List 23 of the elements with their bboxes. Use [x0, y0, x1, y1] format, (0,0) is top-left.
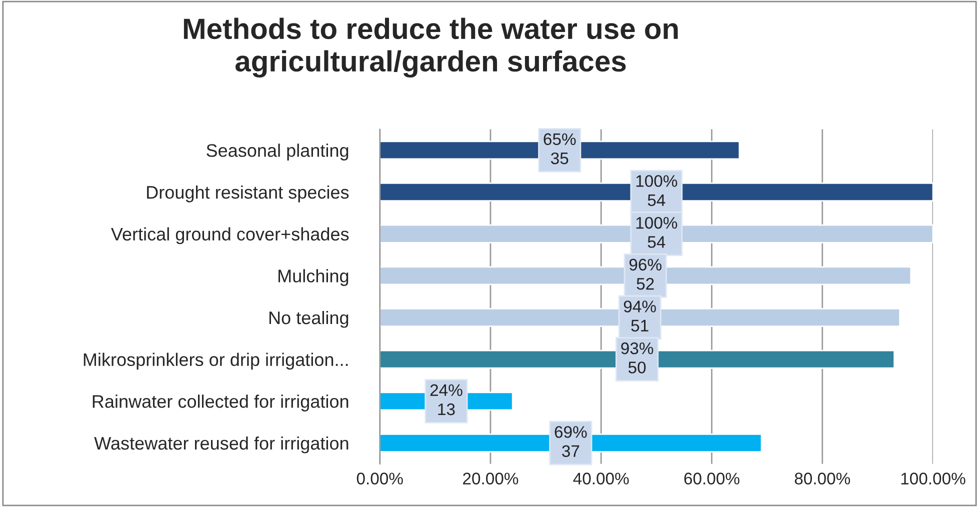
data-label: 69% 37 [554, 426, 587, 458]
y-tick-label: Rainwater collected for irrigation [92, 394, 348, 412]
data-label: 94% 51 [624, 300, 656, 332]
x-tick-label: 40.00% [573, 472, 629, 484]
x-tick-label: 60.00% [684, 472, 740, 484]
y-tick-label: Seasonal planting [206, 144, 348, 160]
y-tick-label: Wastewater reused for irrigation [94, 436, 348, 454]
y-tick-label: Mikrosprinklers or drip irrigation... [84, 352, 348, 370]
x-tick-label: 80.00% [794, 472, 850, 484]
x-tick-label: 100.00% [901, 472, 966, 484]
y-tick-label: Drought resistant species [147, 185, 349, 202]
y-tick-label: No tealing [269, 310, 348, 328]
data-label: 65% 35 [544, 133, 576, 164]
y-tick-label: Mulching [278, 269, 348, 286]
data-label: 96% 52 [629, 258, 662, 290]
data-label: 100% 54 [636, 175, 678, 206]
data-label: 24% 13 [430, 384, 462, 416]
y-tick-label: Vertical ground cover+shades [111, 227, 349, 244]
x-tick-label: 0.00% [356, 472, 403, 484]
data-label: 93% 50 [621, 342, 654, 374]
chart-title: Methods to reduce the water use on agricultural/garden surfaces [184, 18, 678, 78]
data-label: 100% 54 [636, 216, 678, 248]
x-tick-label: 20.00% [463, 472, 518, 484]
